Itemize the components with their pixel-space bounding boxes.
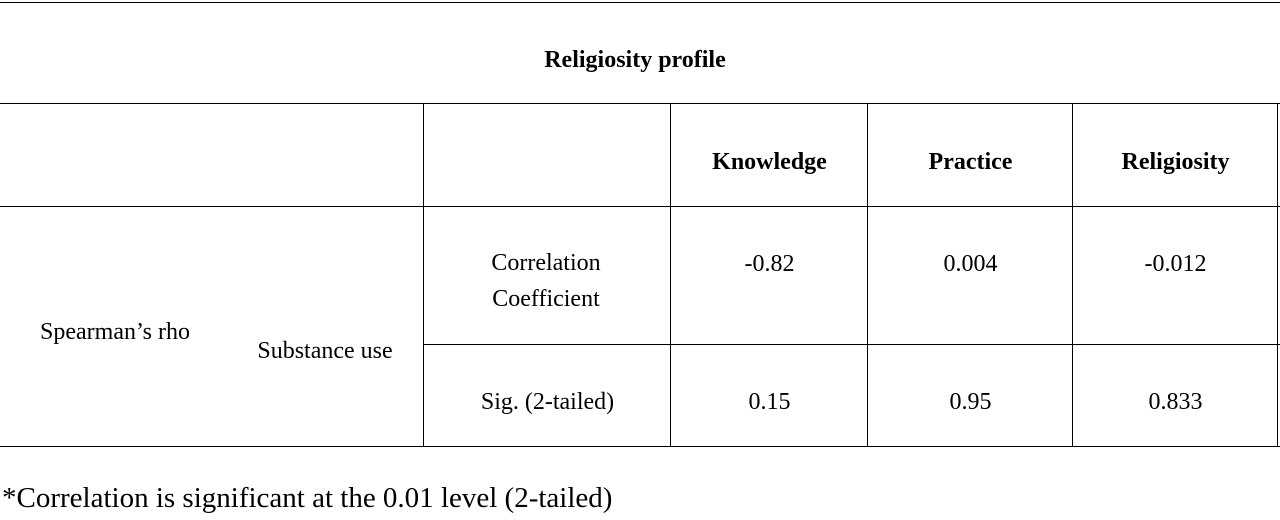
column-header: Religiosity [1121, 149, 1230, 175]
variable-label: Substance use [257, 338, 393, 364]
row-group: Spearman’s rho [40, 319, 190, 345]
cell-value: -0.82 [744, 251, 795, 277]
rule [0, 103, 1280, 104]
rule [1072, 103, 1073, 447]
cell-value: 0.95 [949, 389, 992, 415]
cell-value: 0.15 [748, 389, 791, 415]
rule [423, 344, 1280, 345]
cell-value: -0.012 [1144, 251, 1207, 277]
cell-value: 0.833 [1148, 389, 1203, 415]
rule [0, 2, 1280, 3]
footnote: *Correlation is significant at the 0.01 … [2, 482, 613, 514]
rule [423, 103, 424, 447]
rule [0, 446, 1280, 447]
rule [0, 206, 1280, 207]
row-label: Correlation Coefficient [491, 250, 601, 312]
column-header: Knowledge [712, 149, 827, 175]
row-label: Sig. (2-tailed) [480, 389, 615, 415]
table-title: Religiosity profile [544, 47, 726, 73]
rule [867, 103, 868, 447]
column-header: Practice [928, 149, 1013, 175]
rule [1277, 103, 1278, 447]
rule [670, 103, 671, 447]
cell-value: 0.004 [943, 251, 998, 277]
